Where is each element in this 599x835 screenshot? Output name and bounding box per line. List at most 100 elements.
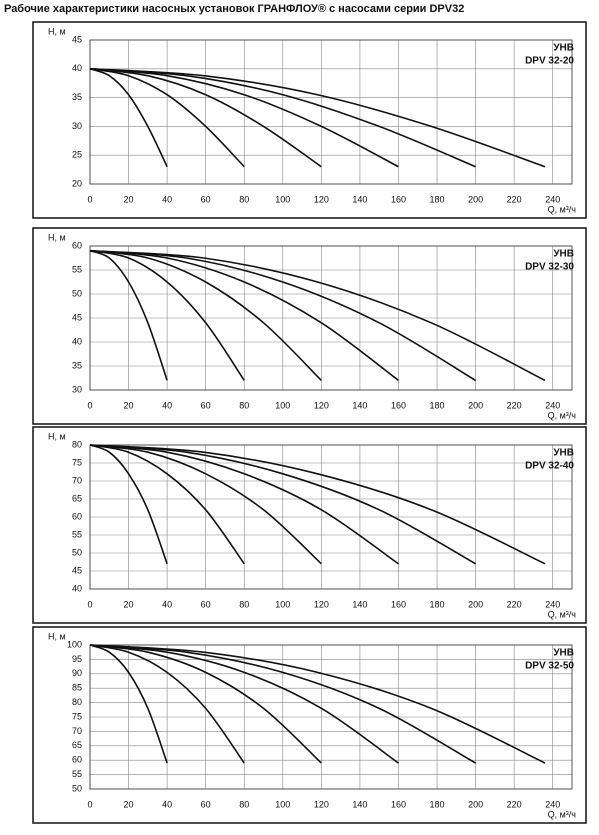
y-tick-label: 85 [72,683,82,693]
y-axis-label: Н, м [48,631,66,641]
pump-curve [89,68,546,168]
pump-curve [89,68,322,168]
x-tick-label: 240 [545,400,560,410]
x-tick-label: 160 [391,799,406,809]
x-tick-label: 20 [124,799,134,809]
y-tick-label: 50 [72,288,82,298]
x-tick-label: 120 [314,599,329,609]
x-tick-label: 80 [239,599,249,609]
model-label: DPV 32-30 [525,262,574,273]
x-tick-label: 80 [239,194,249,204]
x-tick-label: 240 [545,799,560,809]
x-tick-label: 0 [87,799,92,809]
pump-curve [89,68,399,168]
y-tick-label: 60 [72,240,82,250]
pump-curve [89,644,245,764]
x-tick-label: 220 [507,599,522,609]
x-tick-label: 120 [314,194,329,204]
y-tick-label: 75 [72,711,82,721]
y-tick-label: 45 [72,312,82,322]
panel-frame [32,626,587,824]
y-tick-label: 45 [72,34,82,44]
x-tick-label: 140 [352,194,367,204]
y-tick-label: 30 [72,384,82,394]
x-tick-label: 40 [162,400,172,410]
x-axis-label: Q, м³/ч [548,410,577,420]
y-tick-label: 40 [72,63,82,73]
y-tick-label: 20 [72,178,82,188]
y-tick-label: 45 [72,565,82,575]
y-tick-label: 40 [72,336,82,346]
y-tick-label: 40 [72,583,82,593]
y-tick-label: 65 [72,740,82,750]
plot-frame [89,39,573,185]
x-tick-label: 40 [162,599,172,609]
x-tick-label: 200 [468,599,483,609]
x-tick-label: 140 [352,799,367,809]
pump-curve [89,644,546,764]
y-tick-label: 60 [72,755,82,765]
pump-curve [89,644,399,764]
y-tick-label: 55 [72,769,82,779]
x-tick-label: 80 [239,400,249,410]
pump-curve [89,250,168,381]
pump-curve [89,68,245,168]
x-tick-label: 200 [468,799,483,809]
x-tick-label: 60 [201,400,211,410]
pump-curve [89,444,546,565]
y-tick-label: 80 [72,439,82,449]
model-label: УНВ [553,648,574,659]
x-tick-label: 160 [391,599,406,609]
pump-curve [89,444,322,565]
x-tick-label: 20 [124,599,134,609]
x-tick-label: 0 [87,400,92,410]
x-tick-label: 100 [275,194,290,204]
pump-curve [89,250,399,382]
x-tick-label: 100 [275,799,290,809]
panel-frame [32,21,587,219]
pump-curve [89,444,399,565]
y-axis-label: Н, м [48,232,66,242]
x-tick-label: 220 [507,194,522,204]
y-tick-label: 80 [72,697,82,707]
panel-frame [32,426,587,624]
y-tick-label: 90 [72,668,82,678]
x-tick-label: 0 [87,194,92,204]
x-tick-label: 220 [507,400,522,410]
x-tick-label: 40 [162,194,172,204]
pump-curve [89,250,546,382]
pump-curve [89,644,322,764]
page-title: Рабочие характеристики насосных установо… [4,3,464,15]
x-tick-label: 20 [124,400,134,410]
y-tick-label: 30 [72,121,82,131]
x-axis-label: Q, м³/ч [548,809,577,819]
x-tick-label: 20 [124,194,134,204]
pump-curve [89,444,168,565]
pump-curve [89,644,168,764]
pump-curve [89,250,245,381]
y-tick-label: 35 [72,360,82,370]
x-tick-label: 60 [201,194,211,204]
x-tick-label: 100 [275,400,290,410]
y-axis-label: Н, м [48,431,66,441]
x-tick-label: 80 [239,799,249,809]
x-tick-label: 60 [201,599,211,609]
x-tick-label: 180 [430,799,445,809]
y-tick-label: 100 [67,639,82,649]
x-tick-label: 200 [468,400,483,410]
x-tick-label: 160 [391,400,406,410]
x-tick-label: 140 [352,400,367,410]
plot-frame [89,444,573,590]
model-label: УНВ [553,249,574,260]
pump-curve [89,250,322,381]
x-axis-label: Q, м³/ч [548,204,577,214]
model-label: УНВ [553,43,574,54]
y-tick-label: 50 [72,547,82,557]
y-tick-label: 50 [72,783,82,793]
x-tick-label: 160 [391,194,406,204]
x-tick-label: 200 [468,194,483,204]
model-label: УНВ [553,448,574,459]
x-tick-label: 240 [545,599,560,609]
x-tick-label: 120 [314,400,329,410]
